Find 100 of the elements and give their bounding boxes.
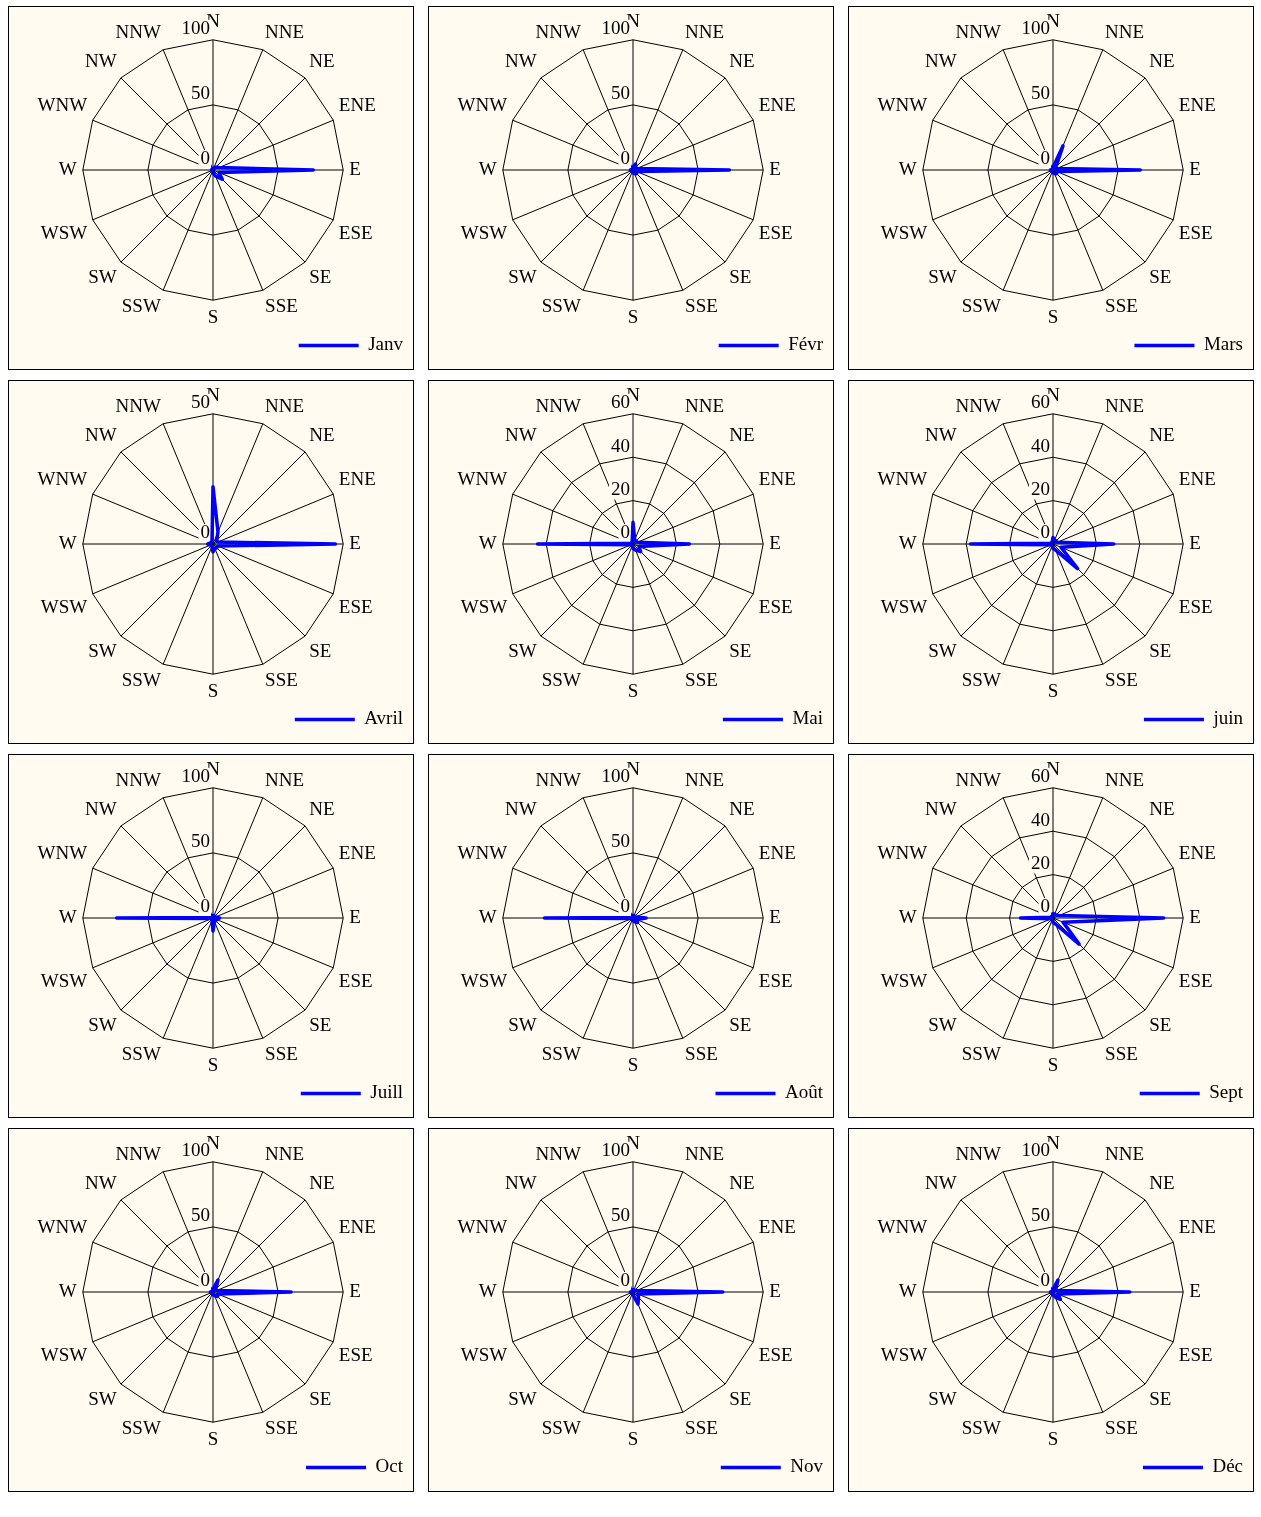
y-tick-label: 50 [611,1204,630,1226]
spoke-label: WSW [880,595,928,617]
spoke-label: ESE [338,595,373,617]
spoke-label: SE [729,639,752,661]
spoke-label: WNW [457,94,508,116]
spoke-label: NNE [1105,394,1145,416]
spoke-label: SSE [1105,669,1138,691]
spoke-label: S [627,679,639,701]
spoke-label: SE [729,265,752,287]
spoke-label: NNE [685,20,725,42]
spoke-label: ENE [338,842,376,864]
spoke-label: E [349,1279,361,1301]
spoke-label: NW [925,798,957,820]
y-tick-label: 40 [1031,434,1050,456]
spoke-label: SSE [265,1417,298,1439]
legend-label: Déc [1212,1455,1244,1477]
spoke-label: W [58,905,77,927]
spoke-label: ESE [1178,969,1213,991]
spoke-label: SE [1149,1013,1172,1035]
spoke-label: E [349,905,361,927]
spoke-label: WNW [877,468,928,490]
spoke-label: NW [505,798,537,820]
spoke-label: SSW [121,295,161,317]
y-tick-label: 0 [1040,521,1050,543]
spoke-label: NE [309,50,335,72]
legend-label: Mars [1203,333,1244,355]
y-tick-label: 50 [611,82,630,104]
spoke-label: SSW [121,1417,161,1439]
spoke-label: SSE [265,1043,298,1065]
spoke-label: SSW [541,1043,581,1065]
spoke-label: NW [925,1172,957,1194]
spoke-label: SW [928,265,957,287]
spoke-label: NE [309,424,335,446]
spoke-label: ENE [338,468,376,490]
spoke-label: ENE [338,1216,376,1238]
spoke-label: ENE [1178,842,1216,864]
spoke-label: ESE [338,969,373,991]
y-tick-label: 40 [611,434,630,456]
spoke-label: SE [1149,265,1172,287]
spoke-label: WNW [457,468,508,490]
spoke-label: NE [729,798,755,820]
spoke-label: ENE [1178,1216,1216,1238]
spoke-label: SW [88,639,117,661]
legend-label: Mai [792,707,823,729]
spoke-label: SSE [1105,1417,1138,1439]
y-tick-label: 50 [191,82,210,104]
legend-label: Avril [364,707,404,729]
spoke-label: SW [88,1387,117,1409]
spoke-label: E [769,531,781,553]
spoke-label: ENE [1178,468,1216,490]
spoke-label: W [478,905,497,927]
spoke-label: WSW [40,969,88,991]
spoke-label: SW [928,1387,957,1409]
spoke-label: S [207,1053,219,1075]
spoke-label: SSW [541,295,581,317]
spoke-label: SE [309,1013,332,1035]
spoke-label: NNW [955,20,1001,42]
y-tick-label: 0 [1040,1269,1050,1291]
spoke-label: WSW [460,221,508,243]
spoke-label: NNE [265,1142,305,1164]
spoke-label: WNW [877,842,928,864]
spoke-label: E [1189,905,1201,927]
spoke-label: NE [1149,50,1175,72]
spoke-label: NW [925,50,957,72]
spoke-label: W [898,531,917,553]
spoke-label: WNW [37,468,88,490]
spoke-label: NNE [265,394,305,416]
y-tick-label: 0 [1040,147,1050,169]
spoke-label: SSE [685,1043,718,1065]
spoke-label: E [349,531,361,553]
spoke-label: S [1047,1053,1059,1075]
spoke-label: S [207,679,219,701]
spoke-label: S [207,1427,219,1449]
spoke-label: SW [508,639,537,661]
spoke-label: NW [85,798,117,820]
legend-label: Nov [790,1455,824,1477]
spoke-label: NNE [265,20,305,42]
spoke-label: S [627,1053,639,1075]
spoke-label: S [627,1427,639,1449]
spoke-label: SSW [541,669,581,691]
spoke-label: ESE [758,221,793,243]
spoke-label: NNE [1105,768,1145,790]
spoke-label: NE [309,798,335,820]
spoke-label: NE [729,50,755,72]
spoke-label: E [349,157,361,179]
y-tick-label: 50 [191,1204,210,1226]
y-tick-label: 50 [1031,1204,1050,1226]
spoke-label: S [1047,305,1059,327]
spoke-label: W [898,905,917,927]
y-tick-label: 40 [1031,808,1050,830]
spoke-label: WSW [40,221,88,243]
spoke-label: W [478,157,497,179]
spoke-label: WSW [880,969,928,991]
spoke-label: NNE [685,768,725,790]
spoke-label: NNW [955,1142,1001,1164]
spoke-label: SW [928,1013,957,1035]
spoke-label: SW [928,639,957,661]
y-tick-label: 0 [200,521,210,543]
spoke-label: SE [309,639,332,661]
spoke-label: NE [1149,424,1175,446]
